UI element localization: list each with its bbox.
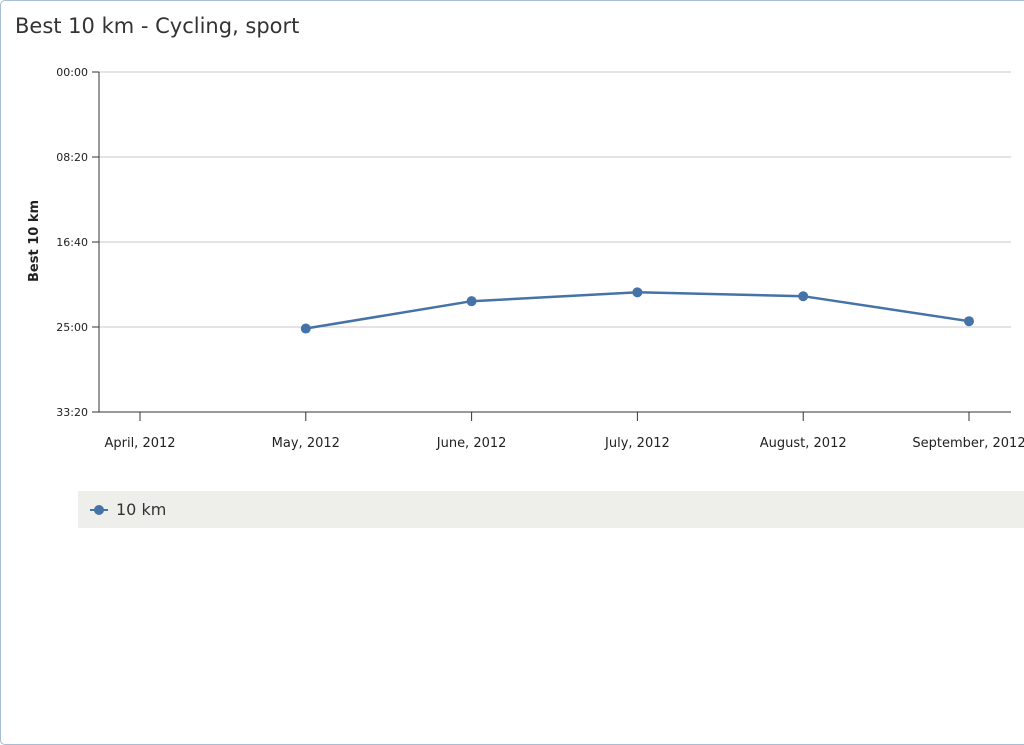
legend-marker-icon [90,504,108,515]
x-tick-label: September, 2012 [912,436,1024,451]
legend-label: 10 km [116,500,167,519]
y-tick-label: 00:00 [56,66,88,79]
data-point[interactable] [632,287,643,298]
legend: 10 km [78,491,1024,528]
data-point[interactable] [964,316,974,327]
x-tick-label: June, 2012 [436,436,507,451]
y-tick-label: 33:20 [56,406,88,419]
y-tick-label: 25:00 [56,321,88,334]
data-point[interactable] [798,291,809,302]
y-tick-label: 08:20 [56,151,88,164]
data-point[interactable] [300,323,311,334]
series-10km[interactable] [300,287,974,334]
series-line [305,291,970,330]
line-chart: 00:00 08:20 16:40 25:00 33:20 April, 2012 May… [27,66,1024,451]
x-tick-label: April, 2012 [104,436,175,451]
x-tick-label: May, 2012 [272,436,340,451]
grid-lines [99,71,1011,328]
chart-title: Best 10 km - Cycling, sport [15,14,300,38]
y-axis-title: Best 10 km [27,200,42,282]
y-tick-label: 16:40 [56,236,88,249]
y-axis-ticks: 00:00 08:20 16:40 25:00 33:20 [56,66,99,419]
x-tick-label: August, 2012 [760,436,847,451]
data-point[interactable] [466,296,477,307]
x-tick-label: July, 2012 [604,436,670,451]
x-axis-ticks: April, 2012 May, 2012 June, 2012 July, 2012… [104,412,1024,451]
legend-item-10km[interactable]: 10 km [90,491,166,528]
